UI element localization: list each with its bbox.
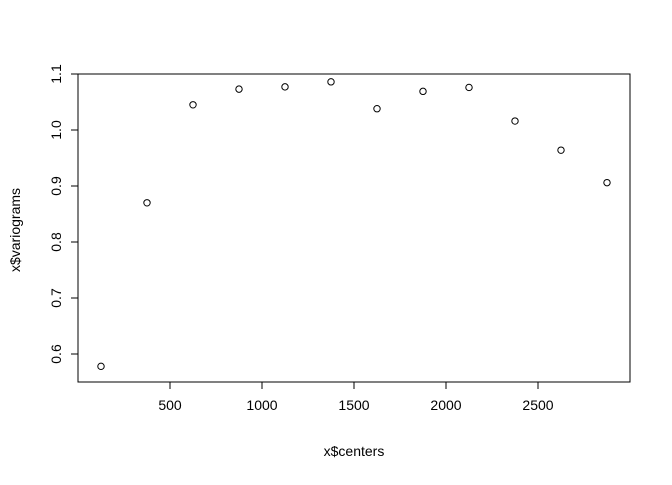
x-axis: 500 1000 1500 2000 2500 bbox=[158, 381, 554, 413]
x-tick-label: 2000 bbox=[430, 397, 461, 413]
data-point bbox=[235, 85, 243, 93]
y-tick-label: 0.9 bbox=[48, 176, 64, 196]
data-point bbox=[511, 117, 519, 125]
data-points bbox=[97, 78, 611, 371]
y-axis-label: x$variograms bbox=[7, 188, 23, 272]
y-tick-label: 1.0 bbox=[48, 120, 64, 140]
plot-box bbox=[77, 73, 631, 383]
y-tick-label: 0.8 bbox=[48, 232, 64, 252]
data-point bbox=[465, 83, 473, 92]
data-point bbox=[327, 78, 335, 86]
data-point bbox=[419, 87, 427, 96]
x-tick-label: 2500 bbox=[522, 397, 553, 413]
data-point bbox=[373, 105, 381, 113]
data-point bbox=[603, 178, 611, 187]
y-tick-label: 0.7 bbox=[48, 288, 64, 308]
data-point bbox=[97, 362, 105, 371]
x-tick-label: 500 bbox=[158, 397, 182, 413]
y-axis: 0.6 0.7 0.8 0.9 1.0 1.1 bbox=[48, 64, 79, 364]
y-tick-label: 0.6 bbox=[48, 344, 64, 364]
data-point bbox=[557, 146, 565, 154]
x-tick-label: 1500 bbox=[338, 397, 369, 413]
data-point bbox=[143, 199, 151, 207]
data-point bbox=[189, 101, 197, 109]
data-point bbox=[281, 83, 289, 91]
x-axis-label: x$centers bbox=[324, 443, 385, 459]
x-tick-label: 1000 bbox=[246, 397, 277, 413]
y-tick-label: 1.1 bbox=[48, 64, 64, 84]
